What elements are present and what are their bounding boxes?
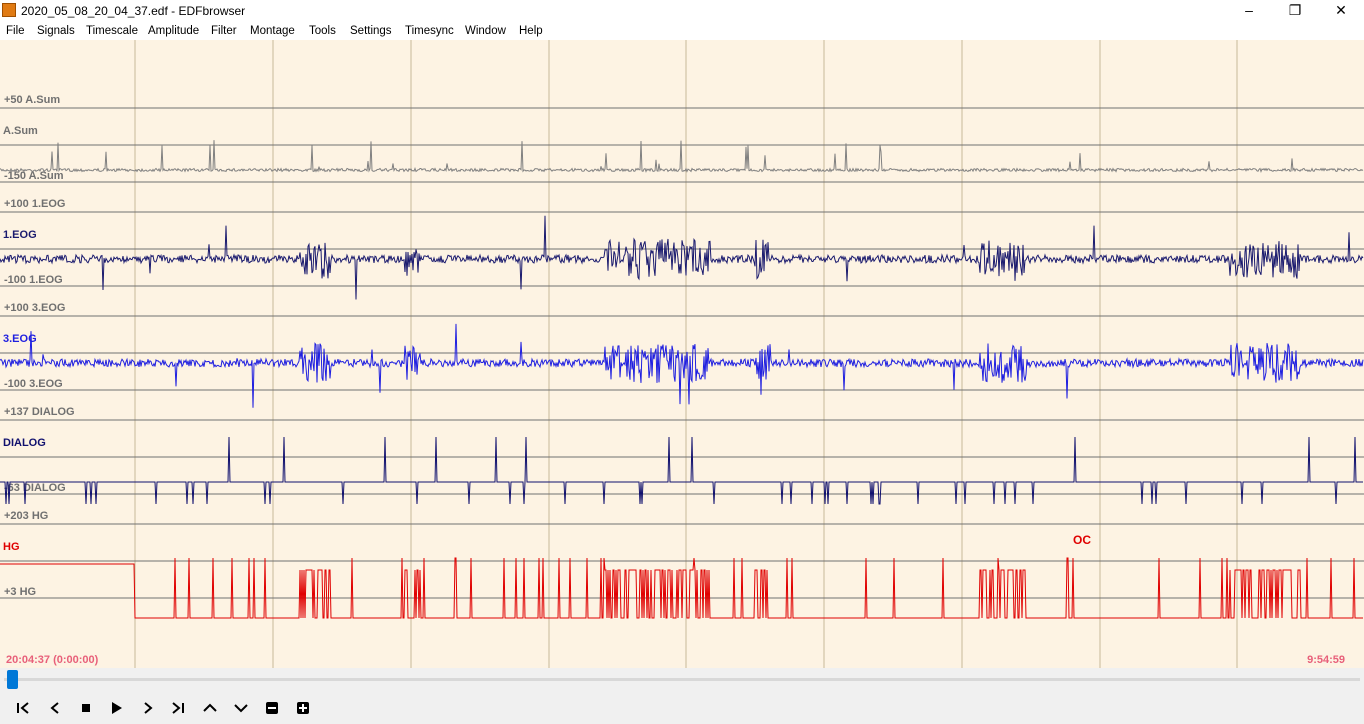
menu-item[interactable]: Tools xyxy=(309,25,336,37)
close-button[interactable]: ✕ xyxy=(1335,2,1347,18)
signal-trace xyxy=(0,215,1364,300)
signal-label: 3.EOG xyxy=(3,333,37,345)
scale-top-label: +203 HG xyxy=(4,510,48,522)
menu-item[interactable]: Settings xyxy=(350,25,392,37)
scale-bottom-label: +3 HG xyxy=(4,586,36,598)
go-end-button[interactable] xyxy=(169,690,189,724)
menu-item[interactable]: File xyxy=(6,25,25,37)
end-time: 9:54:59 xyxy=(1307,654,1345,666)
signal-label: DIALOG xyxy=(3,437,46,449)
minimize-button[interactable]: – xyxy=(1245,2,1253,18)
annotation-label: OC xyxy=(1073,533,1091,547)
menu-item[interactable]: Signals xyxy=(37,25,75,37)
scale-bottom-label: -150 A.Sum xyxy=(4,170,64,182)
zoom-in-button[interactable] xyxy=(293,690,313,724)
menu-item[interactable]: Window xyxy=(465,25,506,37)
menu-item[interactable]: Filter xyxy=(211,25,237,37)
scale-bottom-label: -100 3.EOG xyxy=(4,378,63,390)
maximize-button[interactable]: ❐ xyxy=(1288,2,1302,18)
scroll-track xyxy=(4,678,1360,681)
signal-view: +50 A.Sum -150 A.Sum A.Sum +100 1.EOG -100 1… xyxy=(0,40,1364,668)
title-bar: 2020_05_08_20_04_37.edf - EDFbrowser – ❐… xyxy=(0,0,1364,22)
page-forward-button[interactable] xyxy=(138,690,158,724)
menu-item[interactable]: Timescale xyxy=(86,25,138,37)
go-start-button[interactable] xyxy=(14,690,34,724)
page-back-button[interactable] xyxy=(45,690,65,724)
window-title: 2020_05_08_20_04_37.edf - EDFbrowser xyxy=(21,4,246,18)
app-icon xyxy=(2,3,16,17)
scroll-handle[interactable] xyxy=(7,670,18,689)
zoom-out-button[interactable] xyxy=(262,690,282,724)
stop-button[interactable] xyxy=(76,690,96,724)
scale-top-label: +50 A.Sum xyxy=(4,94,60,106)
navigation-toolbar xyxy=(0,690,1364,724)
signal-trace xyxy=(0,140,1364,173)
start-time: 20:04:37 (0:00:00) xyxy=(6,654,99,666)
menu-item[interactable]: Help xyxy=(519,25,543,37)
signal-trace xyxy=(0,436,1363,505)
signal-label: A.Sum xyxy=(3,125,38,137)
menu-item[interactable]: Montage xyxy=(250,25,295,37)
signal-trace xyxy=(0,323,1364,408)
scale-top-label: +100 1.EOG xyxy=(4,198,65,210)
scale-bottom-label: -63 DIALOG xyxy=(4,482,66,494)
menu-item[interactable]: Timesync xyxy=(405,25,454,37)
scale-top-label: +100 3.EOG xyxy=(4,302,65,314)
time-scrollbar xyxy=(0,668,1364,690)
scale-top-label: +137 DIALOG xyxy=(4,406,75,418)
menu-bar: File Signals Timescale Amplitude Filter Monta… xyxy=(0,22,1364,40)
menu-item[interactable]: Amplitude xyxy=(148,25,200,37)
signal-label: HG xyxy=(3,541,20,553)
shift-down-button[interactable] xyxy=(231,690,251,724)
signal-label: 1.EOG xyxy=(3,229,37,241)
shift-up-button[interactable] xyxy=(200,690,220,724)
play-button[interactable] xyxy=(107,690,127,724)
signal-trace xyxy=(0,557,1363,619)
scale-bottom-label: -100 1.EOG xyxy=(4,274,63,286)
